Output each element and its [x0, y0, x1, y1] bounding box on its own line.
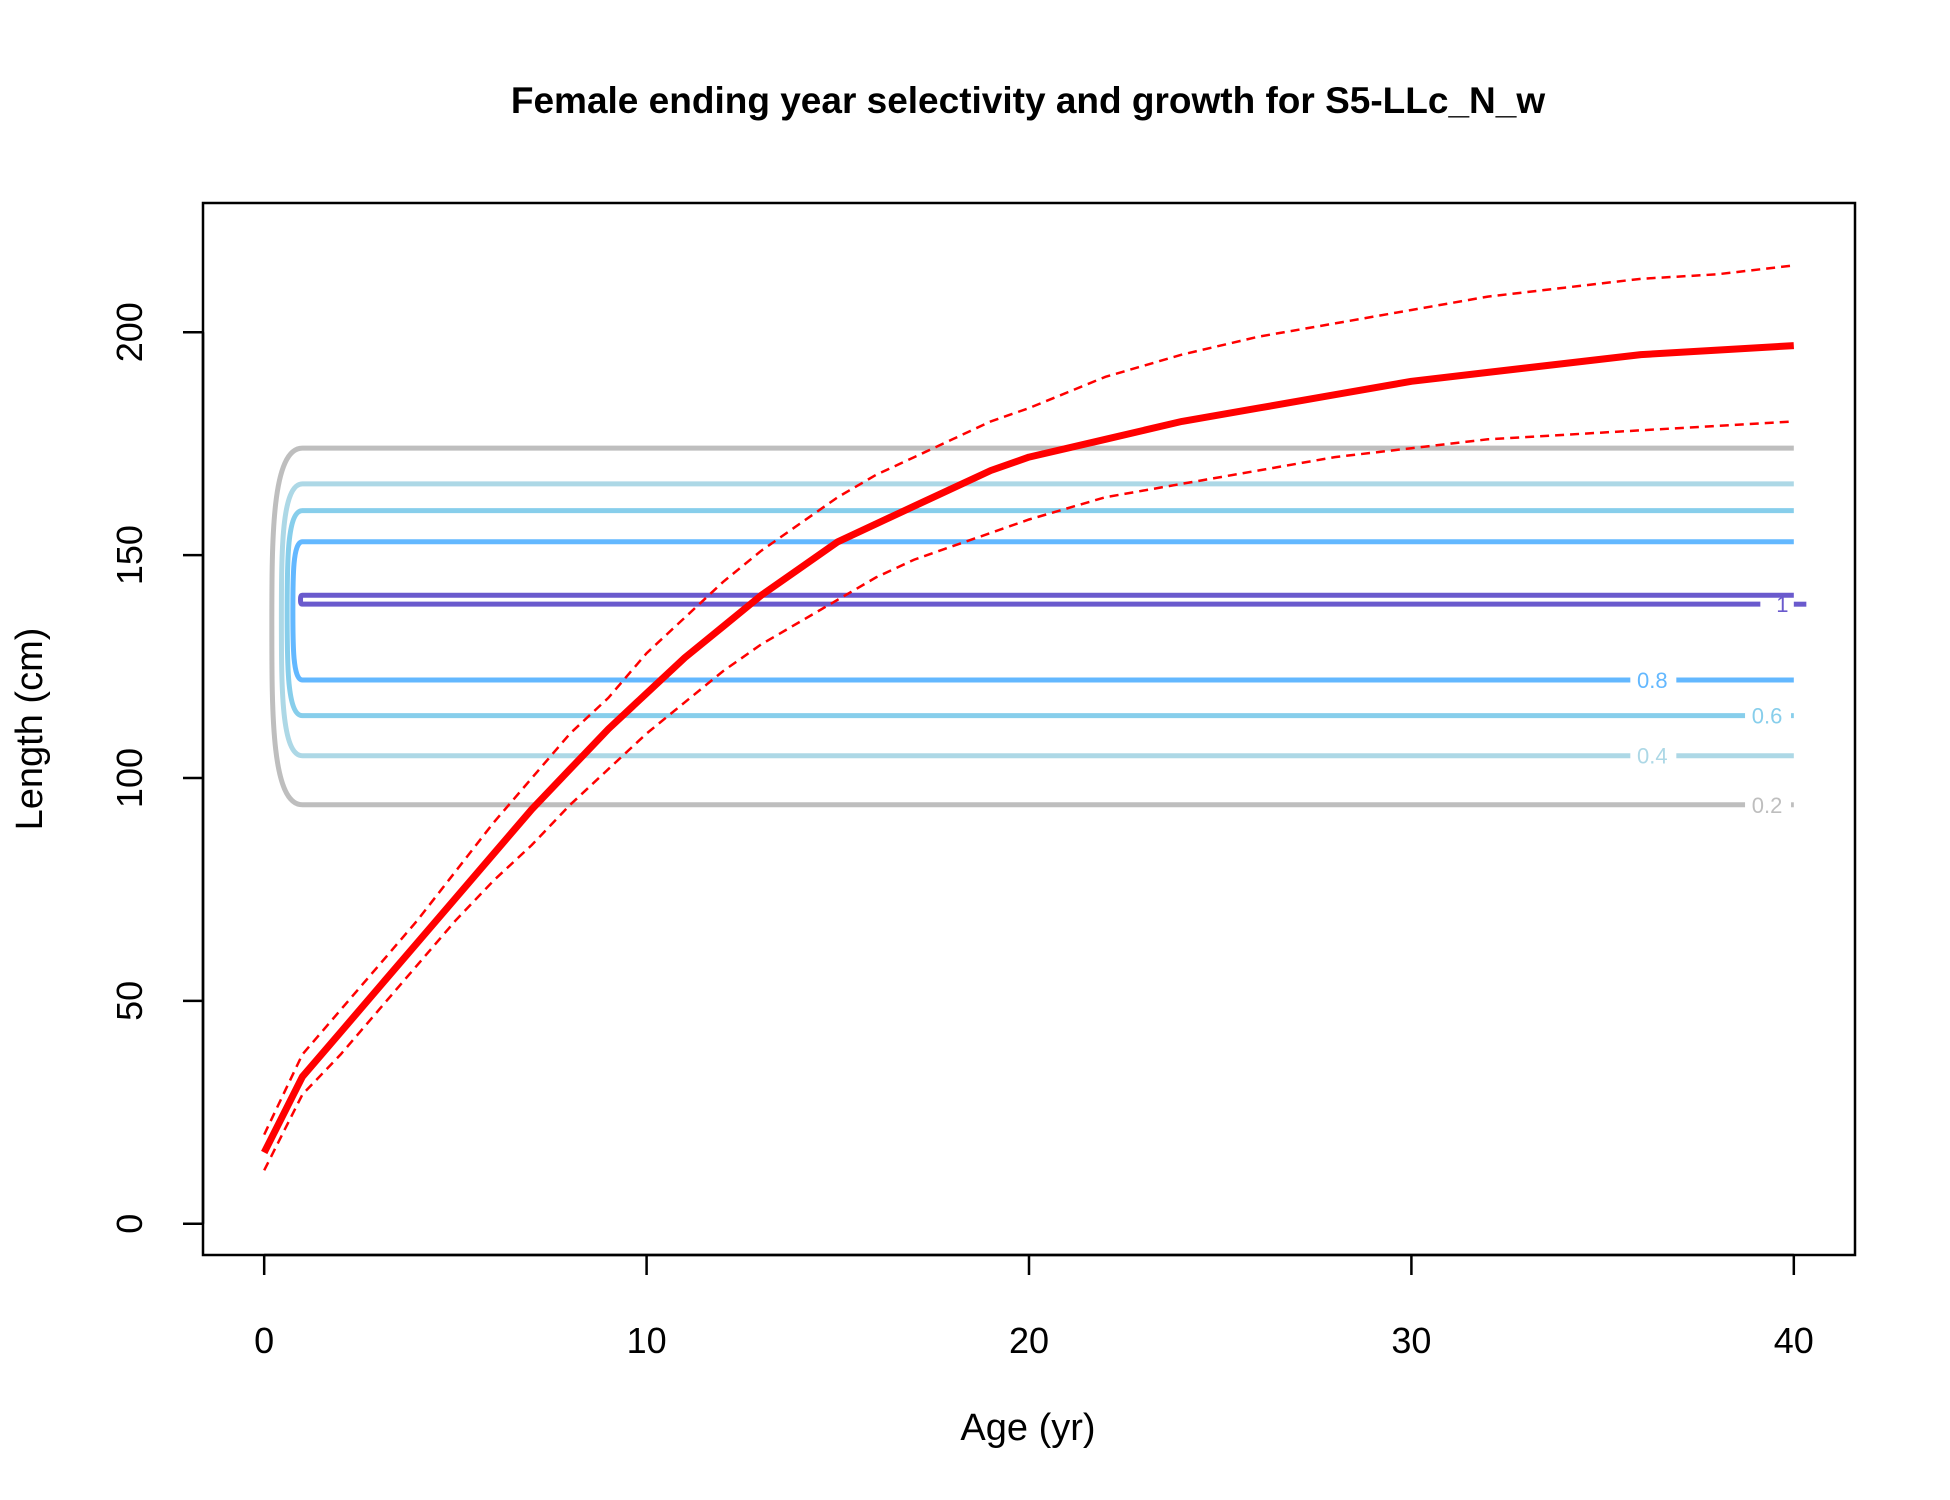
growth-curves: [261, 264, 1795, 1171]
growth-mean-curve: [261, 342, 1795, 1155]
x-tick-label-20: 20: [1009, 1320, 1049, 1361]
contour-label-0.6: 0.6: [1752, 704, 1783, 729]
contour-line-0.8: [290, 539, 1794, 683]
y-tick-label-0: 0: [109, 1214, 150, 1234]
x-axis-label: Age (yr): [960, 1407, 1095, 1449]
x-tick-label-0: 0: [254, 1320, 274, 1361]
x-tick-label-40: 40: [1774, 1320, 1814, 1361]
contour-label-1: 1: [1776, 592, 1788, 617]
x-tick-label-10: 10: [627, 1320, 667, 1361]
contour-line-1: [298, 592, 1794, 607]
selectivity-contours: 0.2 0.4 0.6 0.8 1: [269, 445, 1807, 818]
y-axis-label: Length (cm): [9, 628, 51, 831]
contour-line-0.6: [284, 508, 1794, 719]
x-tick-label-30: 30: [1391, 1320, 1431, 1361]
y-axis: 0 50 100 150 200: [109, 302, 205, 1234]
contour-label-0.8: 0.8: [1637, 668, 1668, 693]
y-tick-label-100: 100: [109, 748, 150, 808]
growth-upper-interval: [263, 264, 1794, 1136]
y-tick-label-50: 50: [109, 981, 150, 1021]
contour-line-0.4: [278, 481, 1794, 759]
chart-title: Female ending year selectivity and growt…: [511, 80, 1545, 121]
y-tick-label-200: 200: [109, 302, 150, 362]
contour-label-0.2: 0.2: [1752, 793, 1783, 818]
x-axis: 0 10 20 30 40: [254, 1253, 1814, 1361]
y-tick-label-150: 150: [109, 525, 150, 585]
contour-line-0.2: [269, 445, 1794, 808]
contour-label-0.4: 0.4: [1637, 744, 1668, 769]
growth-lower-interval: [263, 420, 1794, 1171]
